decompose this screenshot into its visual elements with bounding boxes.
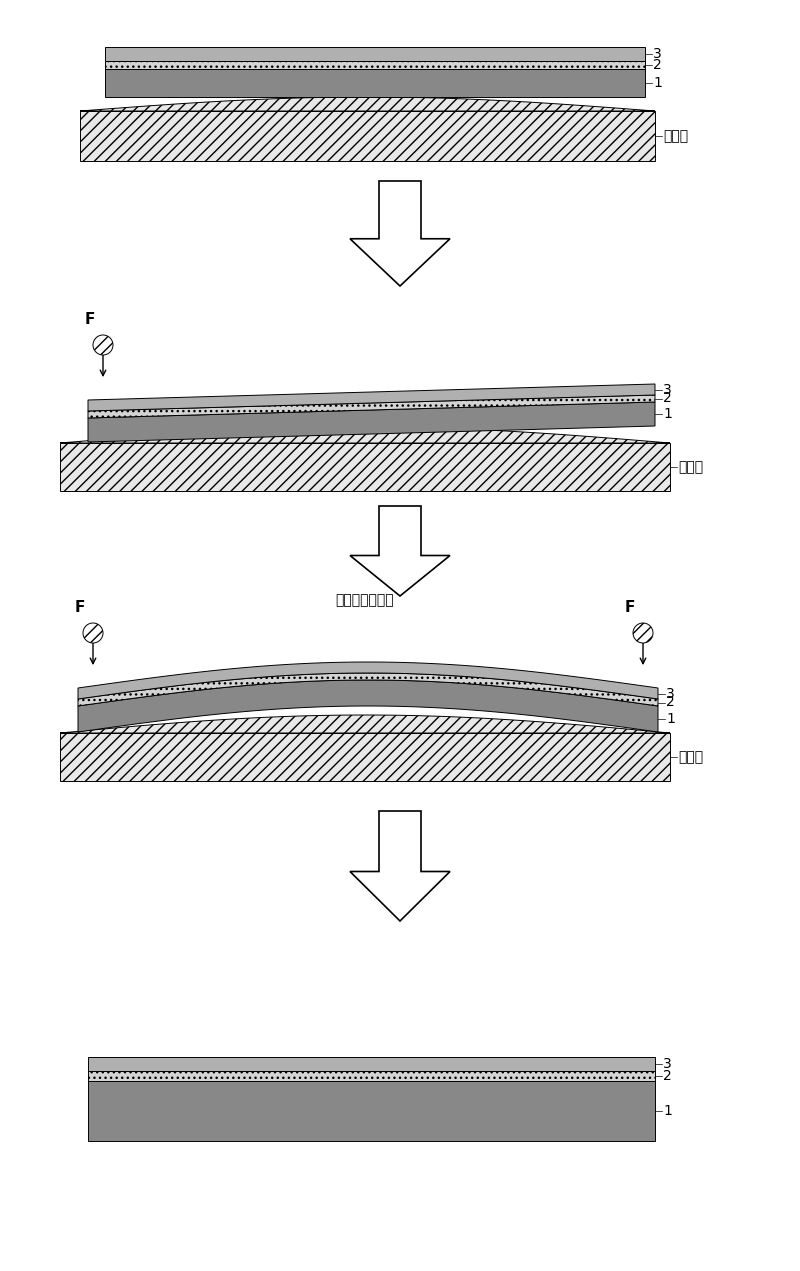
- Polygon shape: [60, 427, 670, 444]
- Text: F: F: [85, 311, 95, 327]
- Polygon shape: [88, 395, 655, 418]
- Text: 1: 1: [666, 712, 675, 726]
- Text: 1: 1: [663, 407, 672, 421]
- Polygon shape: [78, 674, 658, 705]
- Text: 弯曲台: 弯曲台: [678, 460, 703, 474]
- Polygon shape: [88, 384, 655, 411]
- Text: 1: 1: [653, 76, 662, 90]
- Polygon shape: [350, 180, 450, 286]
- Polygon shape: [78, 680, 658, 732]
- Text: 2: 2: [653, 58, 662, 72]
- Circle shape: [633, 623, 653, 643]
- Text: 2: 2: [666, 695, 674, 709]
- Text: F: F: [625, 600, 635, 615]
- Polygon shape: [105, 69, 645, 97]
- Text: 3: 3: [666, 686, 674, 700]
- Polygon shape: [78, 662, 658, 699]
- Polygon shape: [350, 506, 450, 596]
- Text: 弯曲台: 弯曲台: [663, 128, 688, 144]
- Bar: [60, 444, 670, 491]
- Text: F: F: [75, 600, 86, 615]
- Polygon shape: [88, 1057, 655, 1071]
- Polygon shape: [88, 1082, 655, 1141]
- Bar: [80, 111, 655, 161]
- Text: 弯曲退火后卸架: 弯曲退火后卸架: [336, 594, 394, 608]
- Circle shape: [83, 623, 103, 643]
- Circle shape: [93, 336, 113, 355]
- Polygon shape: [60, 716, 670, 733]
- Text: 3: 3: [663, 383, 672, 397]
- Text: 3: 3: [653, 47, 662, 61]
- Text: 弯曲台: 弯曲台: [678, 750, 703, 764]
- Text: 2: 2: [663, 391, 672, 405]
- Polygon shape: [105, 61, 645, 69]
- Polygon shape: [80, 97, 655, 111]
- Polygon shape: [88, 402, 655, 442]
- Text: 3: 3: [663, 1057, 672, 1071]
- Polygon shape: [105, 47, 645, 61]
- Text: 2: 2: [663, 1069, 672, 1083]
- Polygon shape: [350, 811, 450, 921]
- Text: 1: 1: [663, 1104, 672, 1118]
- Bar: [60, 733, 670, 780]
- Polygon shape: [88, 1071, 655, 1082]
